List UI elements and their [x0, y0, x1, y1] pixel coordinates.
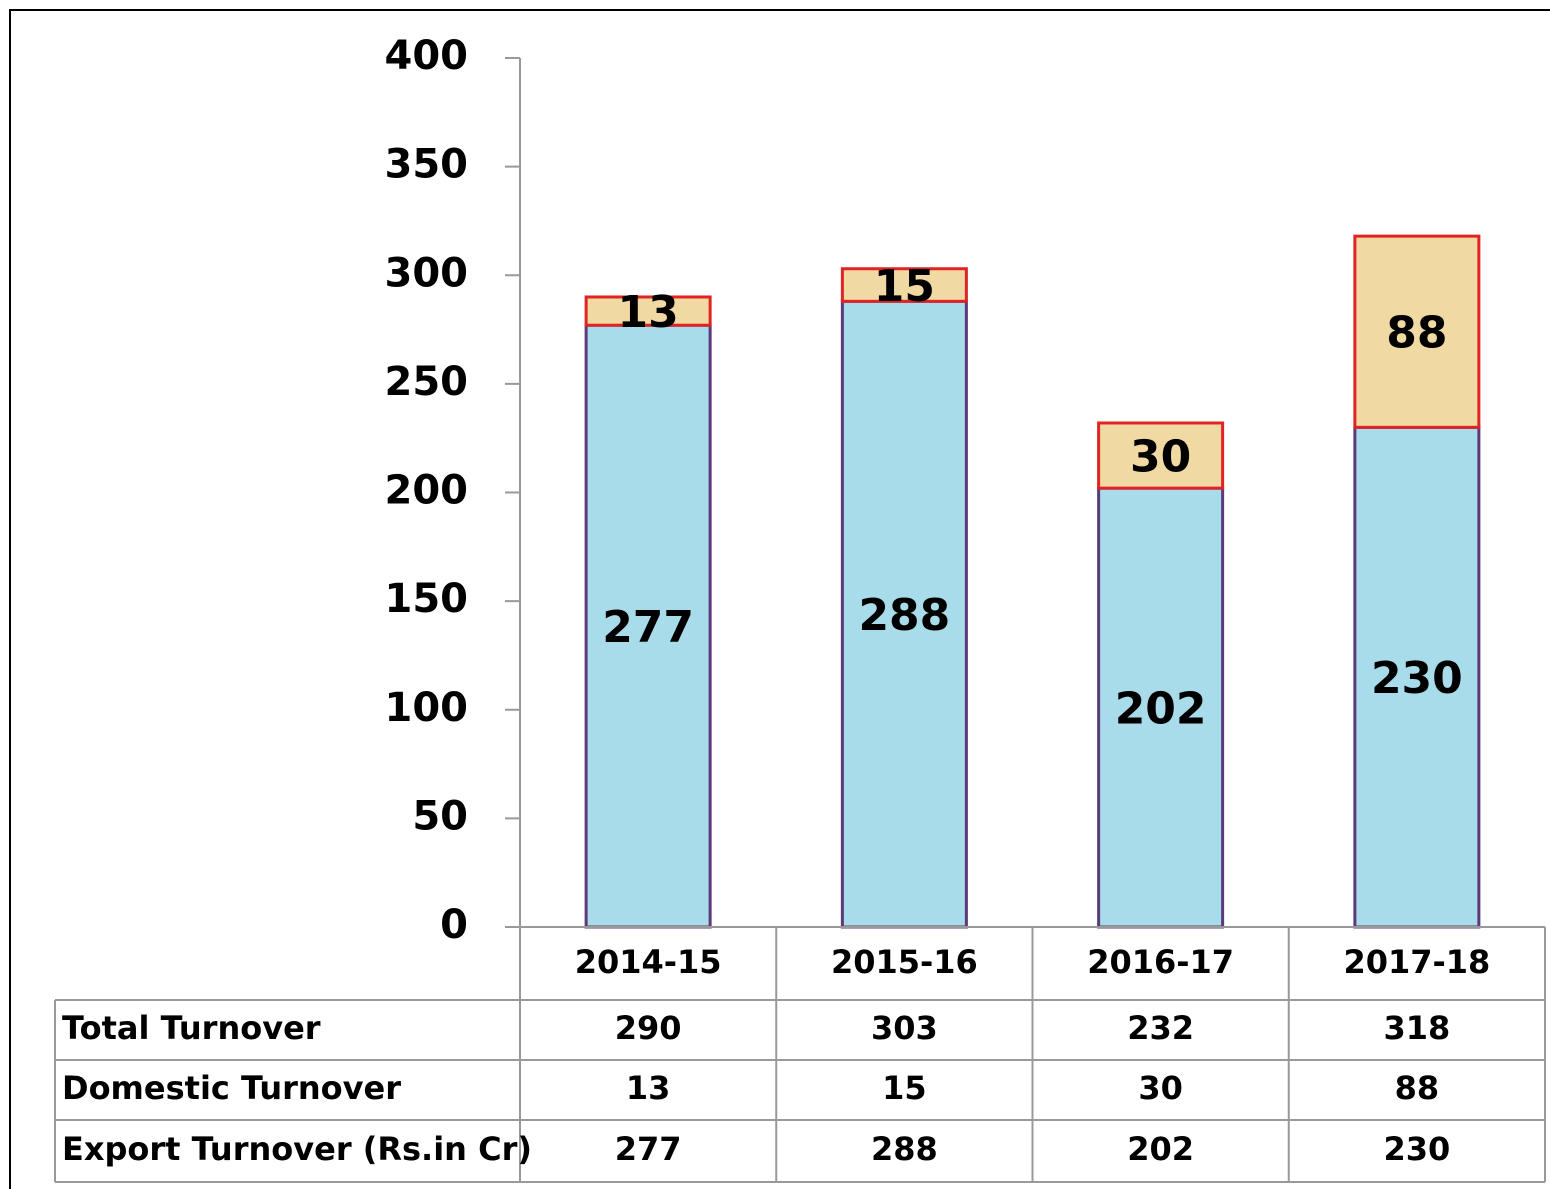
data-label: 288 — [858, 590, 950, 641]
table-cell: 30 — [1138, 1069, 1183, 1107]
frame — [9, 9, 1550, 1189]
data-label: 13 — [618, 287, 679, 338]
row-label: Export Turnover (Rs.in Cr) — [62, 1130, 532, 1168]
row-label: Total Turnover — [62, 1009, 321, 1047]
bar-segment — [584, 295, 712, 327]
table-cell: 13 — [626, 1069, 671, 1107]
table-cell: 230 — [1383, 1130, 1450, 1168]
table-cell: 88 — [1395, 1069, 1440, 1107]
row-label: Domestic Turnover — [62, 1069, 401, 1107]
bar-segment — [840, 267, 968, 303]
data-label: 202 — [1115, 684, 1207, 735]
table-cell: 288 — [871, 1130, 938, 1168]
x-tick-label: 2014-15 — [575, 943, 722, 981]
bar-segment — [584, 323, 712, 929]
data-label: 88 — [1386, 308, 1447, 359]
x-tick-label: 2015-16 — [831, 943, 978, 981]
table-cell: 202 — [1127, 1130, 1194, 1168]
table-cell: 303 — [871, 1009, 938, 1047]
bar-segment — [1097, 421, 1225, 490]
y-tick-label: 150 — [385, 576, 469, 622]
table-cell: 277 — [615, 1130, 682, 1168]
data-label: 230 — [1371, 653, 1463, 704]
y-tick-label: 50 — [412, 793, 468, 839]
table-cell: 232 — [1127, 1009, 1194, 1047]
x-tick-label: 2016-17 — [1087, 943, 1234, 981]
y-tick-label: 350 — [385, 142, 469, 188]
y-tick-label: 100 — [385, 685, 469, 731]
data-label: 277 — [602, 602, 694, 653]
data-label: 30 — [1130, 432, 1191, 483]
bar-segment — [1097, 486, 1225, 929]
data-label: 15 — [874, 261, 935, 312]
bar-segment — [1353, 234, 1481, 429]
table-cell: 15 — [882, 1069, 927, 1107]
x-tick-label: 2017-18 — [1343, 943, 1490, 981]
bar-segment — [840, 299, 968, 929]
y-tick-label: 400 — [385, 33, 469, 79]
y-tick-label: 300 — [385, 250, 469, 296]
table-cell: 318 — [1383, 1009, 1450, 1047]
table-cell: 290 — [615, 1009, 682, 1047]
y-tick-label: 250 — [385, 359, 469, 405]
y-tick-label: 0 — [440, 902, 468, 948]
y-tick-label: 200 — [385, 468, 469, 514]
